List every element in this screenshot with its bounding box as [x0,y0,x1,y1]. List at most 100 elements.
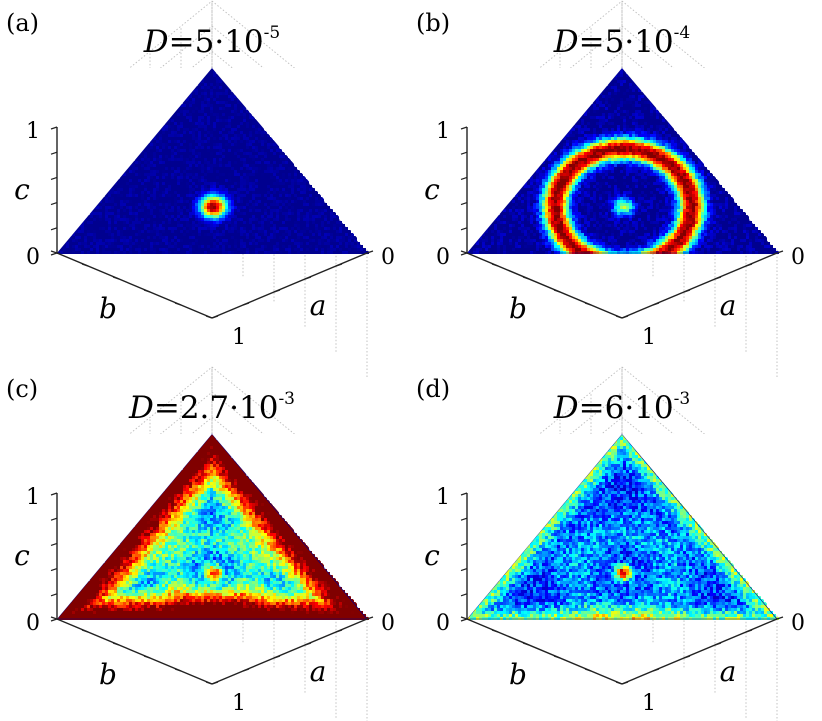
density-cell [611,134,614,137]
density-cell [264,158,267,161]
density-cell [120,242,123,245]
density-cell [162,233,165,236]
density-cell [632,152,635,155]
density-cell [150,152,153,155]
density-cell [611,131,614,134]
density-cell [638,194,641,197]
density-cell [255,200,258,203]
density-cell [252,248,255,251]
density-cell [596,158,599,161]
density-cell [641,98,644,101]
density-cell [207,185,210,188]
density-cell [599,164,602,167]
density-cell [156,239,159,242]
density-cell [521,191,524,194]
density-cell [650,194,653,197]
density-cell [270,215,273,218]
density-cell [542,188,545,191]
density-cell [303,176,306,179]
density-cell [644,182,647,185]
density-cell [168,131,171,134]
density-cell [174,113,177,116]
density-cell [174,227,177,230]
density-cell [234,188,237,191]
density-cell [689,167,692,170]
density-cell [686,161,689,164]
axes-frame [50,126,374,319]
density-cell [590,149,593,152]
density-cell [246,128,249,131]
density-cell [120,194,123,197]
density-cell [321,200,324,203]
density-cell [150,233,153,236]
density-cell [309,221,312,224]
density-cell [686,173,689,176]
density-cell [680,140,683,143]
density-cell [267,200,270,203]
density-cell [623,167,626,170]
density-cell [99,221,102,224]
density-cell [225,206,228,209]
density-cell [566,140,569,143]
density-cell [207,209,210,212]
density-cell [623,116,626,119]
density-cell [692,191,695,194]
density-cell [626,83,629,86]
density-cell [641,116,644,119]
density-cell [578,176,581,179]
density-cell [192,188,195,191]
density-cell [135,227,138,230]
density-cell [210,245,213,248]
density-cell [273,197,276,200]
density-cell [611,167,614,170]
density-cell [135,194,138,197]
density-cell [246,239,249,242]
density-cell [659,176,662,179]
density-cell [593,164,596,167]
density-cell [668,146,671,149]
density-cell [237,227,240,230]
density-cell [294,248,297,251]
density-cell [126,230,129,233]
density-cell [605,170,608,173]
density-cell [168,155,171,158]
density-cell [593,149,596,152]
density-cell [180,191,183,194]
density-cell [551,182,554,185]
density-cell [321,212,324,215]
density-cell [647,113,650,116]
density-cell [270,221,273,224]
density-cell [204,146,207,149]
density-cell [150,251,153,254]
density-cell [330,230,333,233]
density-cell [246,248,249,251]
density-cell [198,95,201,98]
density-cell [186,206,189,209]
density-cell [168,146,171,149]
density-cell [159,230,162,233]
density-cell [183,212,186,215]
density-cell [231,125,234,128]
density-cell [87,239,90,242]
density-cell [677,161,680,164]
density-cell [210,233,213,236]
density-cell [240,128,243,131]
density-cell [273,185,276,188]
density-cell [162,149,165,152]
density-cell [189,182,192,185]
density-cell [147,194,150,197]
density-cell [213,71,216,74]
density-cell [599,197,602,200]
density-cell [243,224,246,227]
density-cell [327,242,330,245]
density-cell [611,80,614,83]
density-cell [84,230,87,233]
density-cell [276,239,279,242]
density-cell [276,224,279,227]
density-cell [111,200,114,203]
density-cell [171,170,174,173]
density-cell [261,218,264,221]
density-cell [126,203,129,206]
density-cell [695,158,698,161]
density-cell [240,197,243,200]
